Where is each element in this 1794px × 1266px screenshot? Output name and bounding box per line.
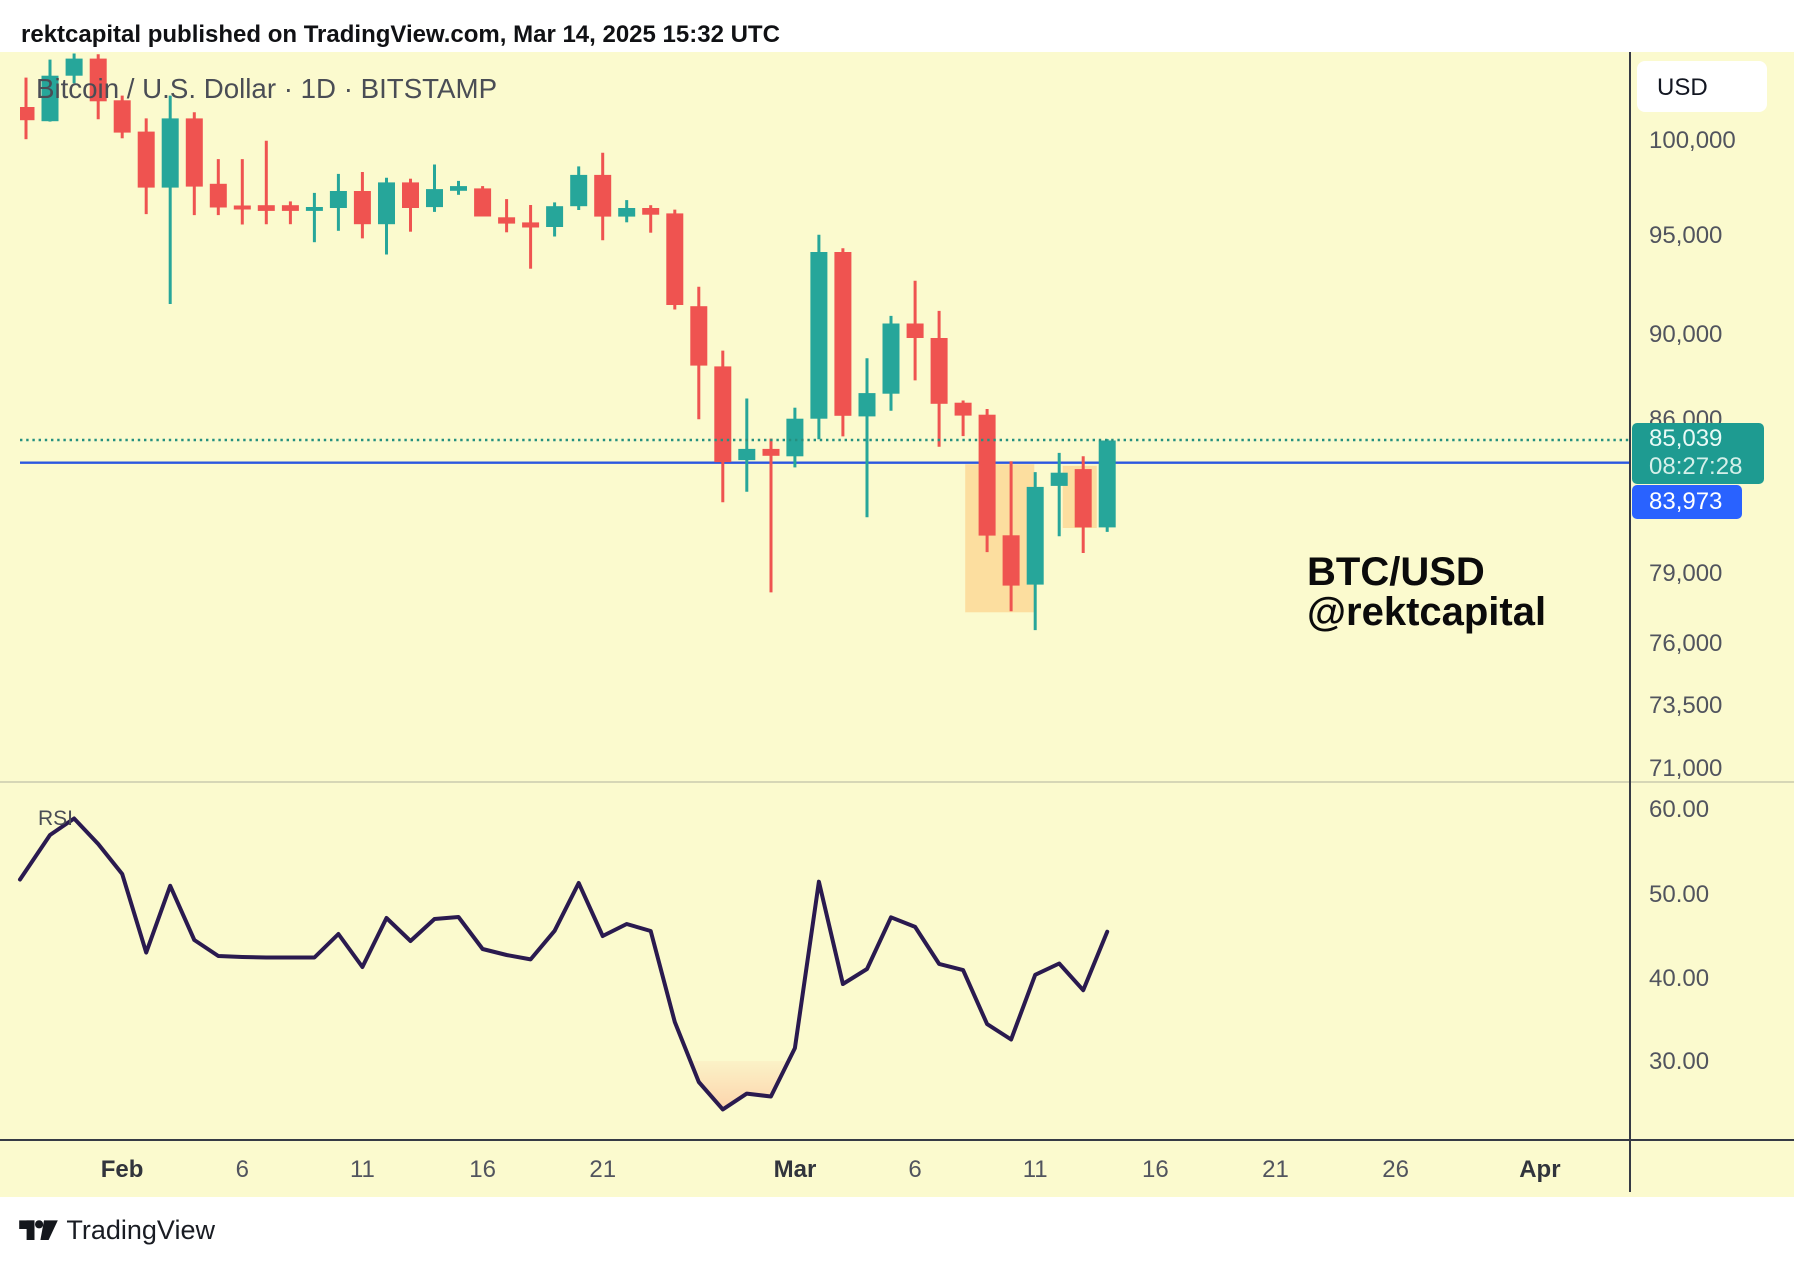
svg-text:50.00: 50.00 bbox=[1649, 881, 1709, 908]
svg-text:11: 11 bbox=[1023, 1156, 1048, 1183]
svg-text:@rektcapital: @rektcapital bbox=[1307, 590, 1546, 634]
svg-text:21: 21 bbox=[589, 1156, 616, 1183]
svg-text:60.00: 60.00 bbox=[1649, 796, 1709, 823]
svg-text:USD: USD bbox=[1657, 74, 1708, 101]
svg-text:08:27:28: 08:27:28 bbox=[1649, 453, 1742, 480]
svg-text:71,000: 71,000 bbox=[1649, 755, 1722, 782]
svg-text:40.00: 40.00 bbox=[1649, 965, 1709, 992]
svg-text:95,000: 95,000 bbox=[1649, 222, 1722, 249]
svg-text:16: 16 bbox=[1142, 1156, 1169, 1183]
svg-text:6: 6 bbox=[236, 1156, 249, 1183]
svg-text:Bitcoin / U.S. Dollar · 1D · B: Bitcoin / U.S. Dollar · 1D · BITSTAMP bbox=[36, 73, 497, 104]
svg-text:RSI: RSI bbox=[38, 807, 73, 830]
svg-text:Feb: Feb bbox=[101, 1156, 144, 1183]
svg-text:TradingView: TradingView bbox=[66, 1215, 215, 1245]
svg-text:100,000: 100,000 bbox=[1649, 127, 1736, 154]
svg-text:90,000: 90,000 bbox=[1649, 321, 1722, 348]
svg-text:73,500: 73,500 bbox=[1649, 692, 1722, 719]
svg-text:Apr: Apr bbox=[1519, 1156, 1560, 1183]
svg-text:16: 16 bbox=[469, 1156, 496, 1183]
svg-text:6: 6 bbox=[908, 1156, 921, 1183]
svg-text:30.00: 30.00 bbox=[1649, 1048, 1709, 1075]
svg-text:26: 26 bbox=[1382, 1156, 1409, 1183]
svg-text:79,000: 79,000 bbox=[1649, 560, 1722, 587]
svg-text:Mar: Mar bbox=[774, 1156, 817, 1183]
svg-text:83,973: 83,973 bbox=[1649, 488, 1722, 515]
svg-text:21: 21 bbox=[1262, 1156, 1289, 1183]
svg-text:76,000: 76,000 bbox=[1649, 630, 1722, 657]
svg-text:BTC/USD: BTC/USD bbox=[1307, 550, 1485, 594]
svg-text:rektcapital published on Tradi: rektcapital published on TradingView.com… bbox=[21, 21, 780, 48]
svg-text:85,039: 85,039 bbox=[1649, 425, 1722, 452]
svg-text:11: 11 bbox=[350, 1156, 375, 1183]
